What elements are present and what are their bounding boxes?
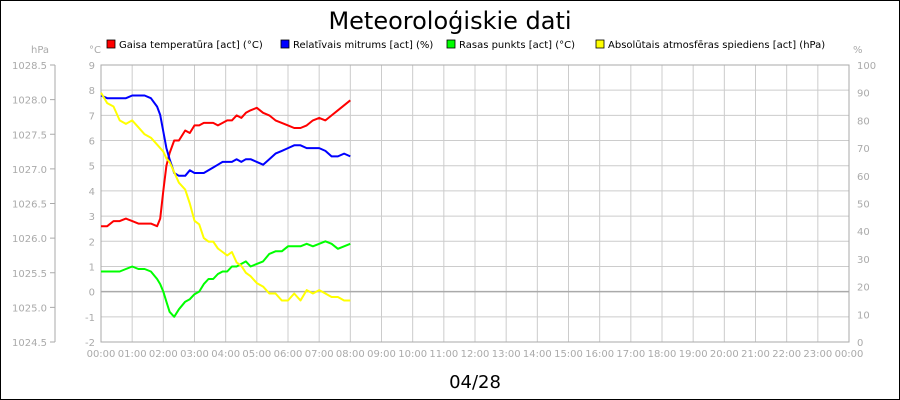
temperature-tick-label: -1 xyxy=(85,313,95,324)
axes: 00:00 01:00 02:00 03:00 04:00 05:00 06:00 07:00… xyxy=(12,61,876,360)
legend-swatch-4 xyxy=(595,39,605,49)
humidity-tick-label: 60 xyxy=(857,172,870,183)
x-tick-label: 23:00 xyxy=(803,349,832,360)
x-tick-label: 17:00 xyxy=(616,349,645,360)
pressure-tick-label: 1027.5 xyxy=(12,130,47,141)
x-tick-label: 22:00 xyxy=(772,349,801,360)
pressure-tick-label: 1026.5 xyxy=(12,200,47,211)
humidity-tick-label: 10 xyxy=(857,310,870,321)
plot-border xyxy=(100,64,850,343)
x-tick-label: 13:00 xyxy=(492,349,521,360)
temperature-tick-label: 8 xyxy=(89,86,95,97)
pressure-tick-label: 1026.0 xyxy=(12,234,47,245)
x-tick-label: 07:00 xyxy=(305,349,334,360)
x-tick-label: 04:00 xyxy=(211,349,240,360)
pressure-tick-label: 1028.5 xyxy=(12,61,47,72)
humidity-tick-label: 80 xyxy=(857,116,870,127)
humidity-tick-label: 30 xyxy=(857,255,870,266)
x-tick-label: 10:00 xyxy=(398,349,427,360)
temperature-tick-label: 6 xyxy=(89,137,95,148)
humidity-tick-label: 70 xyxy=(857,144,870,155)
grid xyxy=(100,64,850,343)
x-tick-label: 00:00 xyxy=(835,349,864,360)
pressure-unit-label: hPa xyxy=(31,45,49,56)
series-group xyxy=(100,92,351,318)
legend-swatch-1 xyxy=(106,39,116,49)
humidity-tick-label: 90 xyxy=(857,89,870,100)
pressure-tick-label: 1024.5 xyxy=(12,338,47,349)
humidity-tick-label: 100 xyxy=(857,61,876,72)
legend-label-2: Relatīvais mitrums [act] (%) xyxy=(293,40,433,51)
humidity-tick-label: 0 xyxy=(857,338,863,349)
series-line-4 xyxy=(100,92,351,302)
series-line-2 xyxy=(100,94,351,177)
pressure-tick-label: 1025.5 xyxy=(12,269,47,280)
legend: Gaisa temperatūra [act] (°C) Relatīvais m… xyxy=(106,39,825,51)
pressure-tick-label: 1025.0 xyxy=(12,303,47,314)
chart-title: Meteoroloģiskie dati xyxy=(328,7,571,35)
series-line-1 xyxy=(101,99,351,228)
x-tick-label: 01:00 xyxy=(118,349,147,360)
x-tick-label: 14:00 xyxy=(523,349,552,360)
humidity-tick-label: 40 xyxy=(857,227,870,238)
x-tick-label: 18:00 xyxy=(648,349,677,360)
temperature-tick-label: 0 xyxy=(89,288,95,299)
temperature-tick-label: 1 xyxy=(89,262,95,273)
humidity-tick-label: 20 xyxy=(857,283,870,294)
temperature-tick-label: 9 xyxy=(89,61,95,72)
x-tick-label: 08:00 xyxy=(336,349,365,360)
x-tick-label: 21:00 xyxy=(741,349,770,360)
temperature-tick-label: -2 xyxy=(85,338,95,349)
humidity-unit-label: % xyxy=(853,45,863,56)
x-tick-label: 00:00 xyxy=(87,349,116,360)
humidity-tick-label: 50 xyxy=(857,200,870,211)
x-tick-label: 03:00 xyxy=(180,349,209,360)
legend-swatch-2 xyxy=(280,39,290,49)
date-label: 04/28 xyxy=(449,372,501,393)
x-tick-label: 19:00 xyxy=(679,349,708,360)
pressure-tick-label: 1028.0 xyxy=(12,96,47,107)
x-tick-label: 02:00 xyxy=(149,349,178,360)
temperature-unit-label: °C xyxy=(89,45,101,56)
x-tick-label: 06:00 xyxy=(274,349,303,360)
x-tick-label: 16:00 xyxy=(585,349,614,360)
series-line-3 xyxy=(101,240,351,318)
legend-label-4: Absolūtais atmosfēras spiediens [act] (h… xyxy=(608,40,825,51)
temperature-tick-label: 3 xyxy=(89,212,95,223)
x-tick-label: 20:00 xyxy=(710,349,739,360)
x-tick-label: 05:00 xyxy=(242,349,271,360)
temperature-tick-label: 7 xyxy=(89,111,95,122)
x-tick-label: 09:00 xyxy=(367,349,396,360)
x-tick-label: 12:00 xyxy=(461,349,490,360)
pressure-tick-label: 1027.0 xyxy=(12,165,47,176)
legend-label-1: Gaisa temperatūra [act] (°C) xyxy=(119,40,263,51)
x-tick-label: 15:00 xyxy=(554,349,583,360)
temperature-tick-label: 5 xyxy=(89,162,95,173)
legend-swatch-3 xyxy=(446,39,456,49)
temperature-tick-label: 2 xyxy=(89,237,95,248)
legend-label-3: Rasas punkts [act] (°C) xyxy=(459,40,575,51)
x-tick-label: 11:00 xyxy=(429,349,458,360)
temperature-tick-label: 4 xyxy=(89,187,95,198)
